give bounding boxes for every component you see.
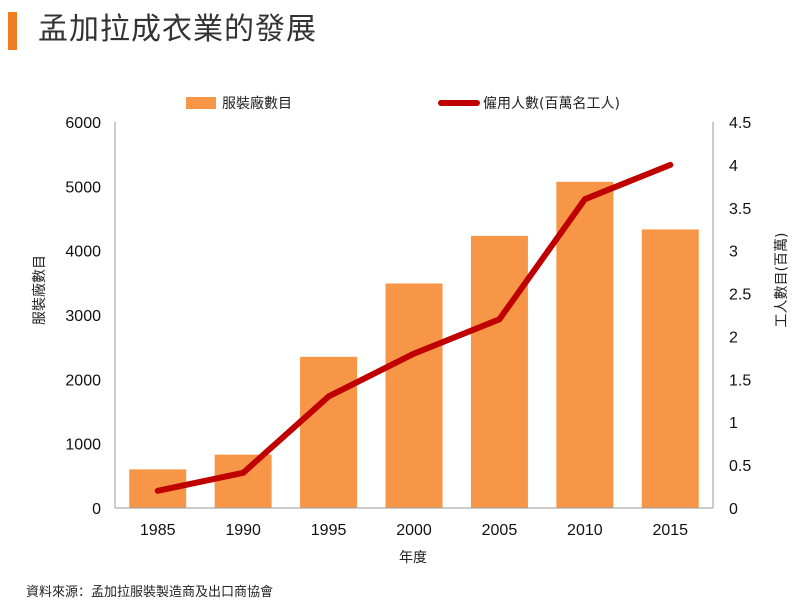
y2-tick-label: 0.5: [729, 458, 751, 475]
y-tick-label: 5000: [65, 179, 101, 196]
x-tick-label: 2005: [482, 522, 518, 539]
y-axis-title-right: 工人數目(百萬): [774, 233, 790, 328]
y2-tick-label: 1: [729, 415, 738, 432]
legend: 服裝廠數目 僱用人數(百萬名工人): [186, 95, 620, 112]
x-tick-label: 1990: [225, 522, 261, 539]
bar-1995: [300, 356, 358, 508]
page-title: 孟加拉成衣業的發展: [38, 12, 317, 47]
y-tick-label: 2000: [65, 372, 101, 389]
y-tick-label: 6000: [65, 115, 101, 132]
y-tick-label: 3000: [65, 308, 101, 325]
bar-2000: [385, 283, 443, 508]
y-axis-title-left: 服裝廠數目: [31, 255, 48, 325]
bar-2010: [556, 181, 614, 508]
bar-series: [129, 181, 699, 509]
y-tick-label: 1000: [65, 437, 101, 454]
y2-tick-label: 2.5: [729, 287, 751, 304]
x-tick-label: 1985: [140, 522, 176, 539]
legend-bar-label: 服裝廠數目: [222, 95, 292, 112]
bar-2015: [641, 229, 699, 509]
title-accent-bar: [8, 12, 17, 50]
y2-tick-label: 4.5: [729, 115, 751, 132]
line-series: [154, 161, 674, 494]
y-tick-label: 4000: [65, 244, 101, 261]
source-note: 資料來源：孟加拉服裝製造商及出口商協會: [26, 585, 274, 600]
y-tick-labels-left: 0 1000 2000 3000 4000 5000 6000: [65, 115, 101, 518]
y-tick-labels-right: 0 0.5 1 1.5 2 2.5 3 3.5 4 4.5: [729, 115, 751, 518]
x-tick-label: 2000: [396, 522, 432, 539]
x-axis-title: 年度: [399, 550, 427, 566]
bar-2005: [470, 235, 528, 508]
legend-line-label: 僱用人數(百萬名工人): [483, 96, 620, 112]
x-tick-label: 1995: [311, 522, 347, 539]
y2-tick-label: 1.5: [729, 372, 751, 389]
y2-tick-label: 4: [729, 158, 738, 175]
y2-tick-label: 3: [729, 244, 738, 261]
x-tick-label: 2015: [652, 522, 688, 539]
bar-1990: [214, 454, 272, 508]
y2-tick-label: 3.5: [729, 201, 751, 218]
legend-bar-swatch: [186, 97, 216, 109]
x-tick-label: 2010: [567, 522, 603, 539]
y2-tick-label: 0: [729, 501, 738, 518]
x-tick-labels: 1985 1990 1995 2000 2005 2010 2015: [140, 522, 688, 539]
y-tick-label: 0: [92, 501, 101, 518]
axes: [114, 122, 714, 509]
y2-tick-label: 2: [729, 329, 738, 346]
